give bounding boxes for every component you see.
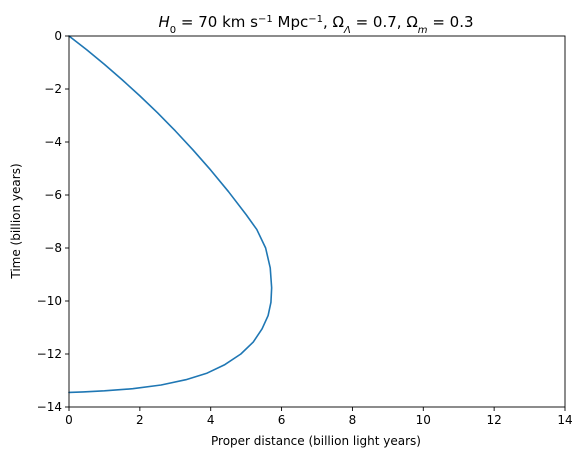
- chart-title: H0 = 70 km s−1 Mpc−1, ΩΛ = 0.7, Ωm = 0.3: [158, 13, 473, 36]
- title-omega-lambda-value: = 0.7,: [351, 13, 407, 31]
- plot-area: 0 2 4 6 8 10 12 14 0 −2 −4 −6 −8 −10 −12 −14: [37, 29, 573, 427]
- title-omega-m-symbol: Ω: [406, 13, 417, 31]
- x-axis-label: Proper distance (billion light years): [211, 434, 421, 448]
- title-h0-subscript: 0: [170, 25, 176, 36]
- x-tick-label: 8: [349, 413, 357, 427]
- title-h0-unit: Mpc: [273, 13, 308, 31]
- x-tick-label: 4: [207, 413, 215, 427]
- title-omega-m-value: = 0.3: [428, 13, 474, 31]
- x-tick-label: 0: [65, 413, 73, 427]
- axes-frame: [68, 35, 566, 408]
- y-tick-label: −10: [37, 294, 62, 308]
- title-omega-lambda-symbol: Ω: [333, 13, 344, 31]
- title-omega-lambda-subscript: Λ: [343, 25, 351, 36]
- title-h0-superscript: −1: [258, 14, 273, 25]
- series-line-0: [68, 35, 273, 394]
- x-tick-label: 2: [136, 413, 144, 427]
- x-tick-label: 12: [487, 413, 502, 427]
- x-tick-label: 14: [557, 413, 572, 427]
- y-axis-label: Time (billion years): [9, 163, 23, 279]
- y-tick-label: −12: [37, 347, 62, 361]
- x-tick-label: 6: [278, 413, 286, 427]
- title-h0-unit-superscript: −1: [308, 14, 323, 25]
- title-omega-m-subscript: m: [418, 25, 428, 36]
- x-tick-label: 10: [416, 413, 431, 427]
- title-h0-value: = 70 km s: [176, 13, 258, 31]
- y-tick-label: −2: [44, 82, 62, 96]
- title-separator: ,: [323, 13, 333, 31]
- y-tick-label: −4: [44, 135, 62, 149]
- y-tick-label: 0: [54, 29, 62, 43]
- y-tick-label: −6: [44, 188, 62, 202]
- y-tick-label: −8: [44, 241, 62, 255]
- y-tick-label: −14: [37, 400, 62, 414]
- title-h0-symbol: H: [158, 13, 169, 31]
